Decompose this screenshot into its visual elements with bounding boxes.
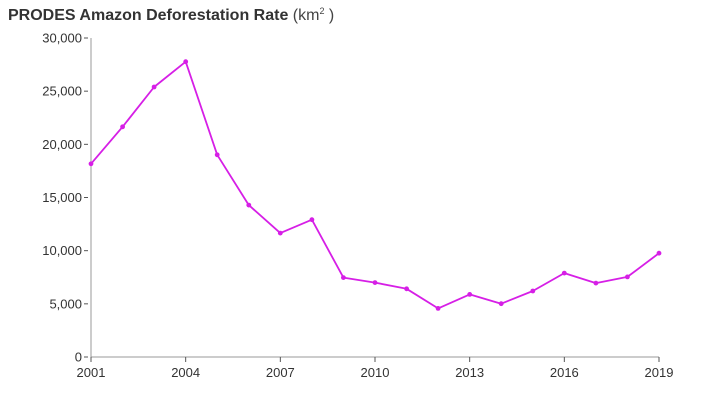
unit-superscript: 2: [319, 6, 325, 16]
data-point: [656, 250, 662, 256]
data-point: [593, 280, 599, 286]
y-tick-label: 15,000: [42, 190, 82, 205]
unit-open: (km: [292, 7, 320, 24]
data-point: [435, 306, 441, 311]
y-tick-label: 5,000: [49, 296, 82, 311]
data-point: [246, 202, 252, 208]
series-line: [90, 60, 660, 310]
x-tick-label: 2004: [171, 365, 200, 380]
y-tick-label: 30,000: [42, 31, 82, 46]
y-tick-label: 25,000: [42, 84, 82, 99]
data-point: [498, 301, 504, 307]
x-tick-label: 2007: [266, 365, 295, 380]
data-point: [372, 280, 378, 285]
chart-title-text: PRODES Amazon Deforestation Rate: [8, 7, 289, 24]
unit-close: ): [324, 7, 335, 24]
x-tick-label: 2016: [550, 365, 579, 380]
data-point: [183, 59, 189, 65]
chart-title-unit: (km2 ): [292, 6, 335, 24]
data-point: [404, 286, 409, 292]
data-point: [561, 270, 567, 276]
chart-title: PRODES Amazon Deforestation Rate (km2 ): [8, 6, 334, 25]
data-marks: [88, 59, 662, 311]
y-tick-label: 0: [75, 350, 82, 365]
data-point: [530, 288, 536, 294]
data-point: [88, 161, 94, 167]
y-tick-label: 10,000: [42, 243, 82, 258]
axes: 0 5,000 10,000 15,000 20,000 25,000 30,000 2001…: [42, 31, 673, 381]
data-point: [151, 84, 157, 90]
data-point: [277, 230, 283, 236]
data-point: [214, 152, 220, 158]
data-point: [309, 217, 315, 223]
data-point: [467, 292, 473, 297]
x-tick-label: 2001: [77, 365, 106, 380]
x-tick-label: 2010: [361, 365, 390, 380]
y-tick-label: 20,000: [42, 137, 82, 152]
x-tick-label: 2013: [455, 365, 484, 380]
x-tick-label: 2019: [645, 365, 674, 380]
data-point: [625, 274, 630, 280]
data-point: [341, 275, 346, 280]
data-point: [120, 124, 125, 130]
